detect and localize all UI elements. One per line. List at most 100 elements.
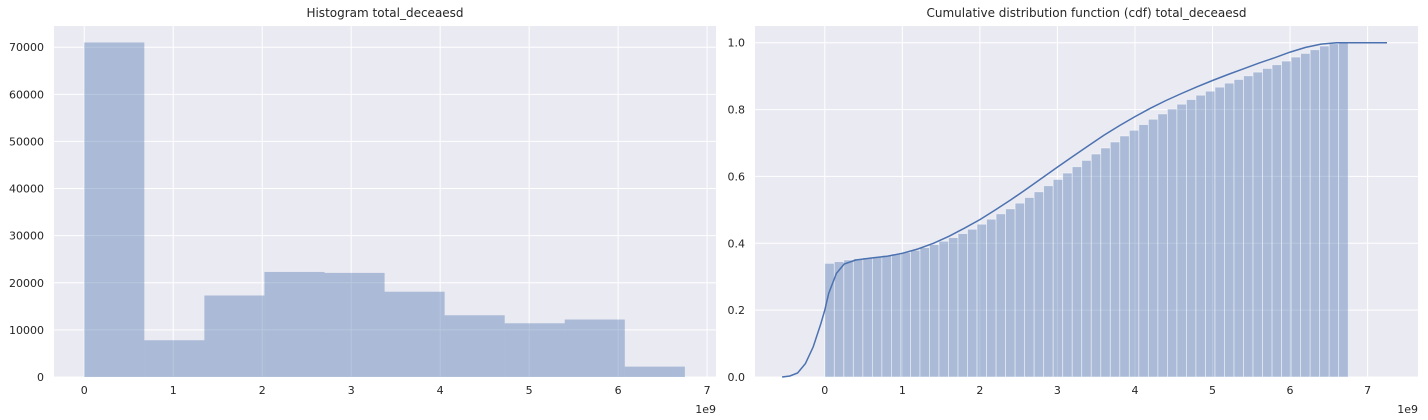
x-tick-label: 0 <box>81 384 88 397</box>
y-tick-label: 70000 <box>9 41 44 54</box>
cdf-bar <box>1033 191 1045 378</box>
cdf-bar <box>1214 86 1225 378</box>
y-tick-label: 10000 <box>9 324 44 337</box>
cdf-bar <box>1319 45 1330 378</box>
cdf-bar <box>1262 68 1273 378</box>
cdf-bar <box>1109 141 1121 378</box>
cdf-bar <box>1243 75 1254 378</box>
cdf-bar <box>1205 90 1216 378</box>
cdf-bar <box>871 256 883 378</box>
y-tick-label: 0.6 <box>728 170 746 183</box>
cdf-bars <box>824 42 1349 378</box>
cdf-bar <box>852 258 864 378</box>
x-tick-label: 4 <box>437 384 444 397</box>
cdf-bar <box>900 251 911 378</box>
histogram-bar <box>384 291 445 377</box>
cdf-bar <box>1176 103 1187 378</box>
histogram-x-offset-label: 1e9 <box>695 403 716 416</box>
cdf-plot-area <box>755 26 1418 377</box>
cdf-bar <box>1281 60 1292 378</box>
cdf-line <box>782 41 1387 378</box>
cdf-bar <box>1252 71 1263 378</box>
histogram-bar <box>144 340 205 377</box>
cdf-bar <box>1233 79 1244 378</box>
y-tick-label: 30000 <box>9 230 44 243</box>
x-tick-label: 0 <box>821 384 828 397</box>
cdf-bar <box>833 261 845 378</box>
cdf-bar <box>1166 108 1178 378</box>
x-tick-label: 7 <box>1364 384 1371 397</box>
cdf-bar <box>1338 42 1349 378</box>
histogram-bar <box>504 323 565 377</box>
x-tick-label: 2 <box>976 384 983 397</box>
histogram-x-ticks: 0 1 2 3 4 5 6 7 <box>81 384 711 397</box>
cdf-bar <box>967 228 978 378</box>
histogram-grid <box>54 26 716 378</box>
cdf-bar <box>910 249 921 378</box>
cdf-bar <box>1024 197 1035 378</box>
cdf-bar <box>1309 49 1321 378</box>
y-tick-label: 60000 <box>9 88 44 101</box>
x-tick-label: 2 <box>259 384 266 397</box>
histogram-bar <box>624 366 685 377</box>
histogram-bar <box>444 315 505 377</box>
cdf-bar <box>1195 94 1206 378</box>
y-tick-label: 0.0 <box>728 371 746 384</box>
cdf-bar <box>995 213 1007 378</box>
cdf-bar <box>891 253 902 378</box>
cdf-bar <box>1157 113 1168 378</box>
cdf-bar <box>1005 208 1016 378</box>
cdf-bar <box>1052 179 1064 378</box>
histogram-plot-area <box>54 26 716 377</box>
cdf-bar <box>1271 64 1282 378</box>
cdf-bar <box>1138 124 1149 378</box>
cdf-x-ticks: 0 1 2 3 4 5 6 7 <box>821 384 1371 397</box>
cdf-x-offset-label: 1e9 <box>1397 403 1418 416</box>
histogram-chart: 0 10000 20000 30000 40000 50000 60000 70000 0 1 2… <box>9 6 716 416</box>
histogram-title: Histogram total_deceaesd <box>306 6 463 20</box>
histogram-bars <box>84 42 685 378</box>
cdf-bar <box>1300 53 1311 378</box>
cdf-grid <box>755 26 1418 378</box>
cdf-bar <box>1043 185 1054 378</box>
y-tick-label: 0 <box>37 371 44 384</box>
cdf-y-ticks: 0.0 0.2 0.4 0.6 0.8 1.0 <box>728 37 746 384</box>
histogram-bar <box>564 319 625 377</box>
y-tick-label: 20000 <box>9 277 44 290</box>
y-tick-label: 0.8 <box>728 104 746 117</box>
y-tick-label: 0.4 <box>728 237 746 250</box>
y-tick-label: 50000 <box>9 135 44 148</box>
cdf-title: Cumulative distribution function (cdf) t… <box>927 6 1247 20</box>
cdf-bar <box>1328 43 1340 378</box>
cdf-bar <box>976 223 987 378</box>
cdf-bar <box>1071 166 1083 378</box>
cdf-bar <box>1224 82 1235 378</box>
cdf-bar <box>843 259 854 378</box>
x-tick-label: 1 <box>170 384 177 397</box>
cdf-bar <box>938 240 949 378</box>
x-tick-label: 4 <box>1131 384 1138 397</box>
cdf-bar <box>1147 118 1159 378</box>
histogram-y-ticks: 0 10000 20000 30000 40000 50000 60000 70000 <box>9 41 44 384</box>
x-tick-label: 1 <box>899 384 906 397</box>
cdf-bar <box>948 237 959 378</box>
x-tick-label: 6 <box>615 384 622 397</box>
x-tick-label: 5 <box>526 384 533 397</box>
cdf-bar <box>1119 135 1130 378</box>
x-tick-label: 3 <box>1054 384 1061 397</box>
cdf-bar <box>929 244 940 378</box>
x-tick-label: 7 <box>704 384 711 397</box>
cdf-chart: 0.0 0.2 0.4 0.6 0.8 1.0 0 1 2 3 4 5 6 7 Cumulative d… <box>728 6 1419 416</box>
histogram-bar <box>204 295 265 377</box>
cdf-bar <box>881 254 892 378</box>
x-tick-label: 6 <box>1287 384 1294 397</box>
cdf-bar <box>1062 172 1073 378</box>
x-tick-label: 3 <box>348 384 355 397</box>
histogram-bar <box>264 271 325 377</box>
y-tick-label: 40000 <box>9 183 44 196</box>
x-tick-label: 5 <box>1209 384 1216 397</box>
cdf-bar <box>919 247 930 378</box>
cdf-bar <box>1090 153 1102 378</box>
cdf-bar <box>1014 202 1026 378</box>
